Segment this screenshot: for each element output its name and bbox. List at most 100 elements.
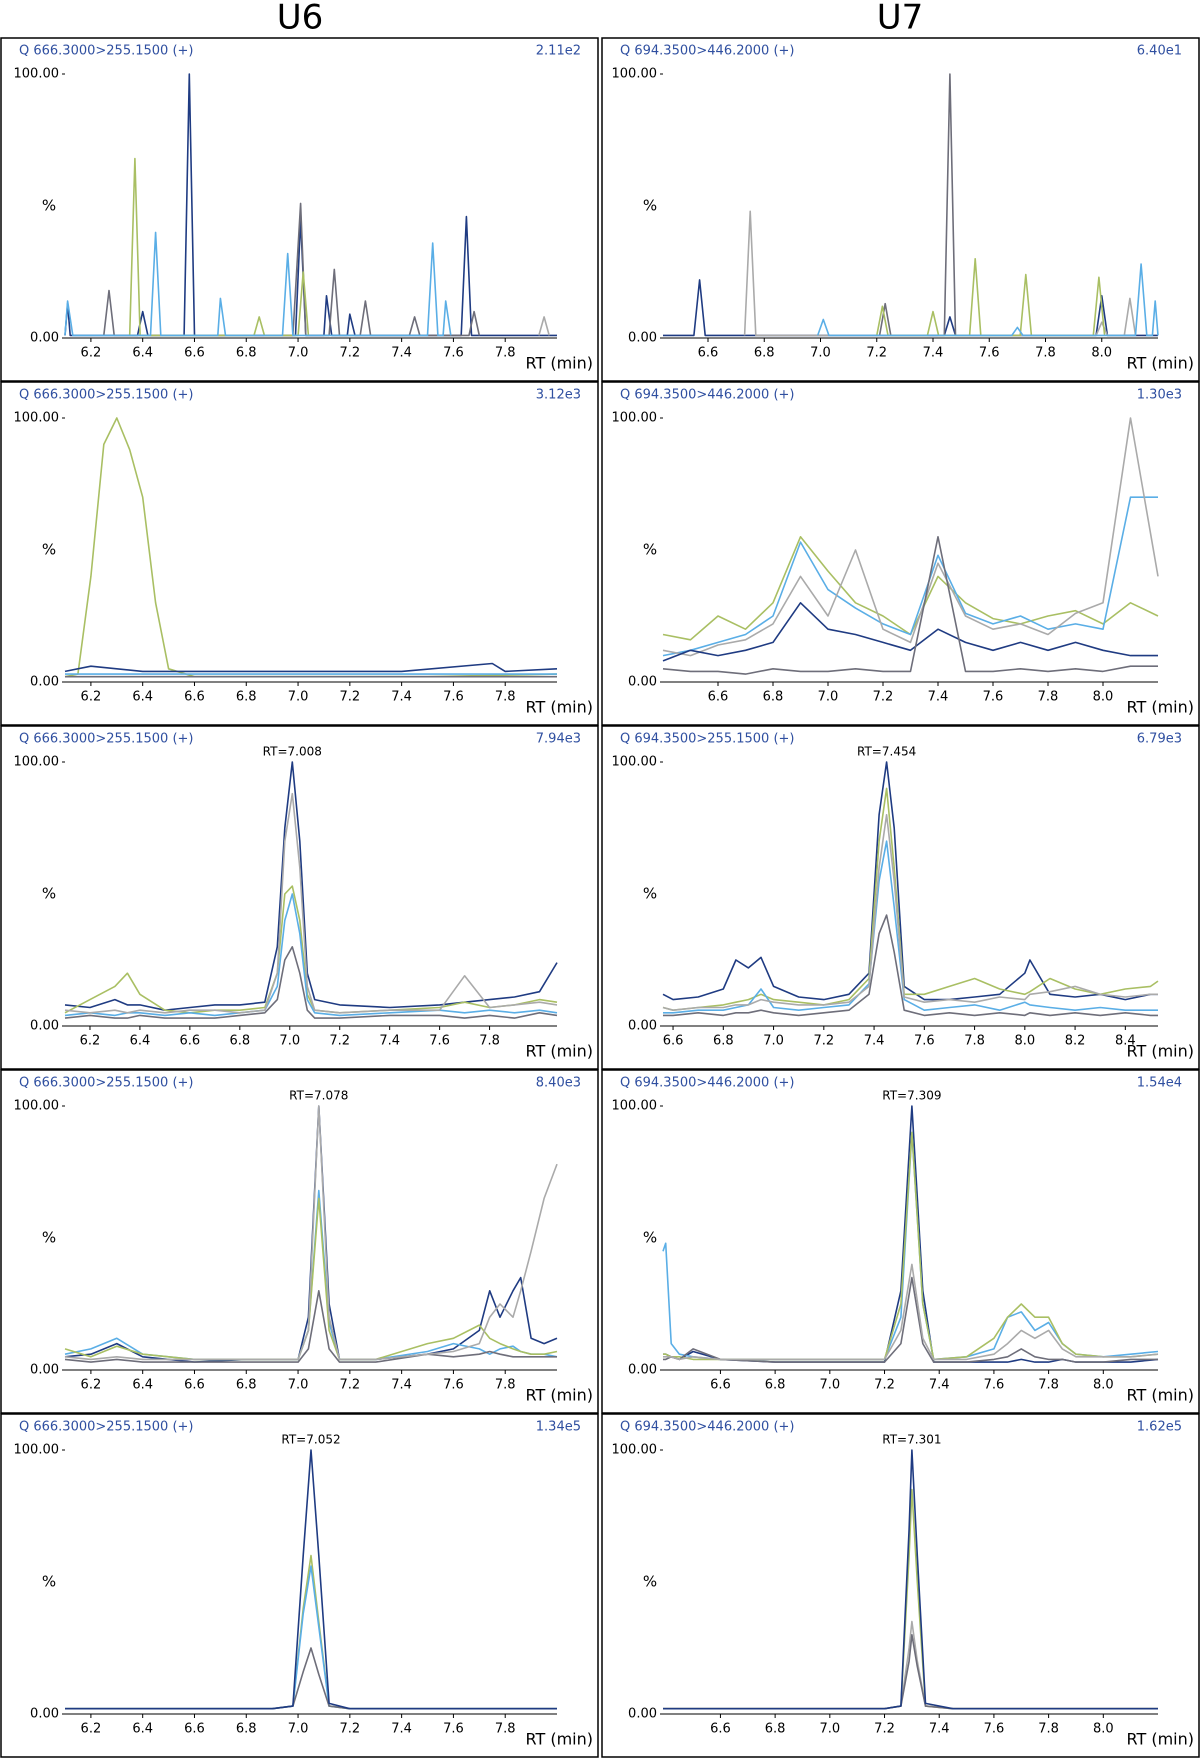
trace <box>663 1634 1158 1710</box>
column-header: U6 <box>277 0 324 38</box>
x-tick-label: 6.2 <box>81 346 102 361</box>
peak-label: RT=7.078 <box>289 1089 348 1103</box>
y-axis-label: % <box>42 1573 56 1591</box>
chart-title: Q 694.3500>446.2000 (+) <box>620 44 794 59</box>
trace <box>662 814 1158 1011</box>
panel: Q 694.3500>446.2000 (+) 1.30e3% RT (min) 0.… <box>601 381 1200 726</box>
y-axis-label: % <box>643 885 657 903</box>
chart-title: Q 666.3000>255.1500 (+) <box>19 388 193 403</box>
x-tick-label: 6.2 <box>80 1034 101 1049</box>
trace <box>64 792 558 1014</box>
x-tick-label: 7.2 <box>339 1378 360 1393</box>
panel: Q 666.3000>255.1500 (+) 3.12e3% RT (min) 0.… <box>0 381 599 726</box>
panel-border <box>0 1413 599 1758</box>
panel-border <box>601 1413 1200 1758</box>
chart-title: Q 666.3000>255.1500 (+) <box>19 44 193 59</box>
trace <box>662 787 1159 1011</box>
panel: Q 694.3500>255.1500 (+) 6.79e3% RT (min) 0.… <box>601 725 1200 1070</box>
y-tick-label: 100.00 <box>14 67 60 82</box>
y-axis-label: % <box>42 541 56 559</box>
x-tick-label: 7.8 <box>495 1378 516 1393</box>
trace <box>128 157 310 337</box>
x-tick-label: 7.2 <box>874 1378 895 1393</box>
x-tick-label: 7.4 <box>923 346 944 361</box>
trace <box>64 885 558 1014</box>
trace <box>662 536 1158 675</box>
x-tick-label: 6.6 <box>184 1722 205 1737</box>
y-tick-label: 100.00 <box>14 1443 60 1458</box>
x-tick-label: 7.8 <box>1035 346 1056 361</box>
x-tick-label: 7.2 <box>339 1722 360 1737</box>
y-tick-label: 0.00 <box>30 675 59 690</box>
x-tick-label: 6.4 <box>132 1378 153 1393</box>
x-tick-label: 7.0 <box>819 1722 840 1737</box>
x-tick-label: 7.4 <box>928 690 949 705</box>
x-tick-label: 8.0 <box>1093 690 1114 705</box>
x-axis-label: RT (min) <box>1127 354 1194 373</box>
chart-title: Q 666.3000>255.1500 (+) <box>19 1420 193 1435</box>
x-tick-label: 7.8 <box>1038 690 1059 705</box>
trace <box>64 662 558 673</box>
x-tick-label: 7.0 <box>288 346 309 361</box>
trace <box>663 1276 1158 1363</box>
trace <box>663 1488 1158 1710</box>
trace <box>65 1647 557 1710</box>
x-tick-label: 6.8 <box>236 1722 257 1737</box>
trace <box>64 1290 557 1363</box>
x-tick-label: 7.6 <box>983 690 1004 705</box>
y-tick-label: 0.00 <box>30 1707 59 1722</box>
trace <box>743 210 1137 337</box>
x-tick-label: 7.4 <box>391 1378 412 1393</box>
x-tick-label: 6.8 <box>713 1034 734 1049</box>
x-tick-label: 7.8 <box>495 346 516 361</box>
trace <box>876 258 1106 337</box>
intensity-label: 6.40e1 <box>1137 44 1182 59</box>
x-tick-label: 7.0 <box>288 1378 309 1393</box>
panel: Q 666.3000>255.1500 (+) 7.94e3% RT (min) 0.… <box>0 725 599 1070</box>
y-axis-label: % <box>643 1229 657 1247</box>
intensity-label: 6.79e3 <box>1137 732 1182 747</box>
panel: Q 694.3500>446.2000 (+) 1.62e5% RT (min) 0.… <box>601 1413 1200 1758</box>
intensity-label: 7.94e3 <box>536 732 581 747</box>
x-tick-label: 8.2 <box>1065 1034 1086 1049</box>
trace <box>662 496 1158 657</box>
intensity-label: 1.62e5 <box>1137 1420 1182 1435</box>
x-tick-label: 6.8 <box>236 690 257 705</box>
y-tick-label: 100.00 <box>612 755 658 770</box>
x-tick-label: 7.2 <box>329 1034 350 1049</box>
x-tick-label: 7.6 <box>443 346 464 361</box>
panel: Q 694.3500>446.2000 (+) 6.40e1% RT (min) 0.… <box>601 37 1200 382</box>
y-tick-label: 0.00 <box>628 1363 657 1378</box>
peak-label: RT=7.008 <box>263 745 322 759</box>
y-tick-label: 0.00 <box>30 1363 59 1378</box>
x-tick-label: 7.8 <box>964 1034 985 1049</box>
x-tick-label: 7.0 <box>810 346 831 361</box>
chart-title: Q 666.3000>255.1500 (+) <box>19 732 193 747</box>
x-tick-label: 6.8 <box>236 346 257 361</box>
y-tick-label: 0.00 <box>30 331 59 346</box>
trace <box>662 536 1159 641</box>
x-tick-label: 7.6 <box>914 1034 935 1049</box>
trace <box>65 1554 557 1710</box>
x-tick-label: 8.0 <box>1093 1722 1114 1737</box>
intensity-label: 2.11e2 <box>536 44 581 59</box>
intensity-label: 1.34e5 <box>536 1420 581 1435</box>
x-tick-label: 7.4 <box>379 1034 400 1049</box>
trace <box>64 417 558 678</box>
trace <box>663 840 1158 1014</box>
y-axis-label: % <box>643 1573 657 1591</box>
trace <box>64 946 558 1019</box>
intensity-label: 8.40e3 <box>536 1076 581 1091</box>
x-tick-label: 7.0 <box>763 1034 784 1049</box>
panel: Q 694.3500>446.2000 (+) 1.54e4% RT (min) 0.… <box>601 1069 1200 1414</box>
x-tick-label: 7.8 <box>495 1722 516 1737</box>
x-tick-label: 7.0 <box>818 690 839 705</box>
trace <box>663 1620 1158 1710</box>
x-tick-label: 6.8 <box>763 690 784 705</box>
panel-border <box>0 37 599 382</box>
panel: Q 666.3000>255.1500 (+) 2.11e2% RT (min) 0.… <box>0 37 599 382</box>
x-tick-label: 7.4 <box>391 346 412 361</box>
trace <box>64 761 558 1011</box>
chart-title: Q 694.3500>446.2000 (+) <box>620 1420 794 1435</box>
